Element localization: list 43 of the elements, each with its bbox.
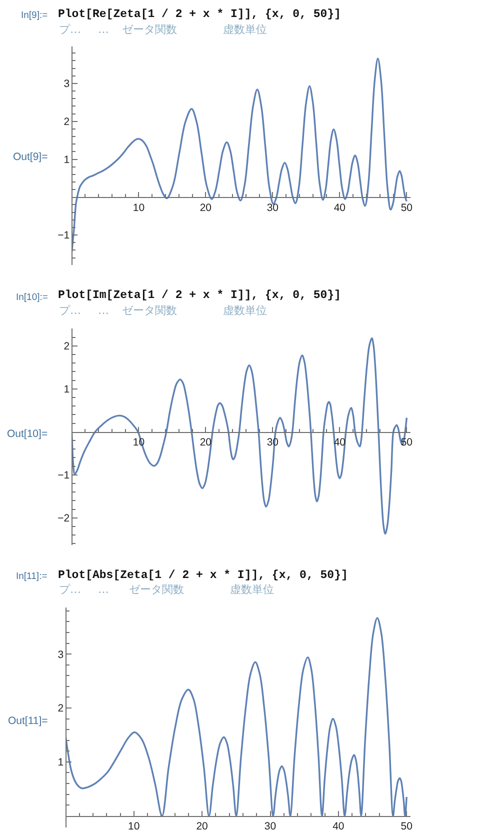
x-tick-label: 40	[334, 202, 346, 214]
y-tick-label: 2	[64, 340, 70, 353]
y-tick-label: −2	[58, 512, 70, 525]
y-tick-label: 1	[64, 384, 70, 396]
y-tick-label: 3	[64, 78, 70, 90]
x-tick-label: 20	[200, 202, 212, 214]
text: 虚数単位	[230, 583, 274, 596]
text: …	[98, 583, 109, 596]
text: Out[9]=	[13, 151, 48, 163]
chart-title: Plot[Re[Zeta[1 / 2 + x * I]], {x, 0, 50}]	[58, 8, 341, 21]
y-tick-label: 1	[58, 756, 64, 769]
x-tick-label: 30	[264, 820, 276, 832]
text: 虚数単位	[223, 23, 267, 36]
y-tick-label: −1	[58, 230, 70, 242]
text: ゼータ関数	[122, 304, 177, 317]
text: In[10]:=	[16, 292, 48, 303]
text: In[11]:=	[16, 571, 48, 582]
x-tick-label: 10	[132, 202, 145, 214]
x-tick-label: 20	[196, 820, 208, 832]
chart-title: Plot[Im[Zeta[1 / 2 + x * I]], {x, 0, 50}]	[58, 289, 341, 302]
x-tick-label: 50	[400, 202, 413, 214]
text: 虚数単位	[223, 304, 267, 317]
text: ゼータ関数	[122, 23, 177, 36]
y-tick-label: −1	[58, 470, 70, 482]
y-tick-label: 2	[64, 116, 70, 128]
text: …	[98, 304, 109, 317]
text: ゼータ関数	[129, 583, 184, 596]
x-tick-label: 10	[128, 820, 140, 832]
text: プ…	[59, 583, 81, 596]
chart-title: Plot[Abs[Zeta[1 / 2 + x * I]], {x, 0, 50}]	[58, 569, 348, 582]
text: Out[10]=	[7, 428, 48, 440]
x-tick-label: 50	[400, 820, 413, 832]
text: …	[98, 23, 109, 36]
text: In[9]:=	[21, 10, 48, 21]
y-tick-label: 3	[58, 648, 64, 661]
text: Out[11]=	[8, 715, 48, 727]
y-tick-label: 2	[58, 702, 64, 715]
line-series	[66, 617, 408, 817]
text: プ…	[59, 304, 81, 317]
x-tick-label: 30	[266, 202, 279, 214]
y-tick-label: 1	[64, 154, 70, 166]
x-tick-label: 40	[332, 820, 344, 832]
text: プ…	[59, 23, 81, 36]
